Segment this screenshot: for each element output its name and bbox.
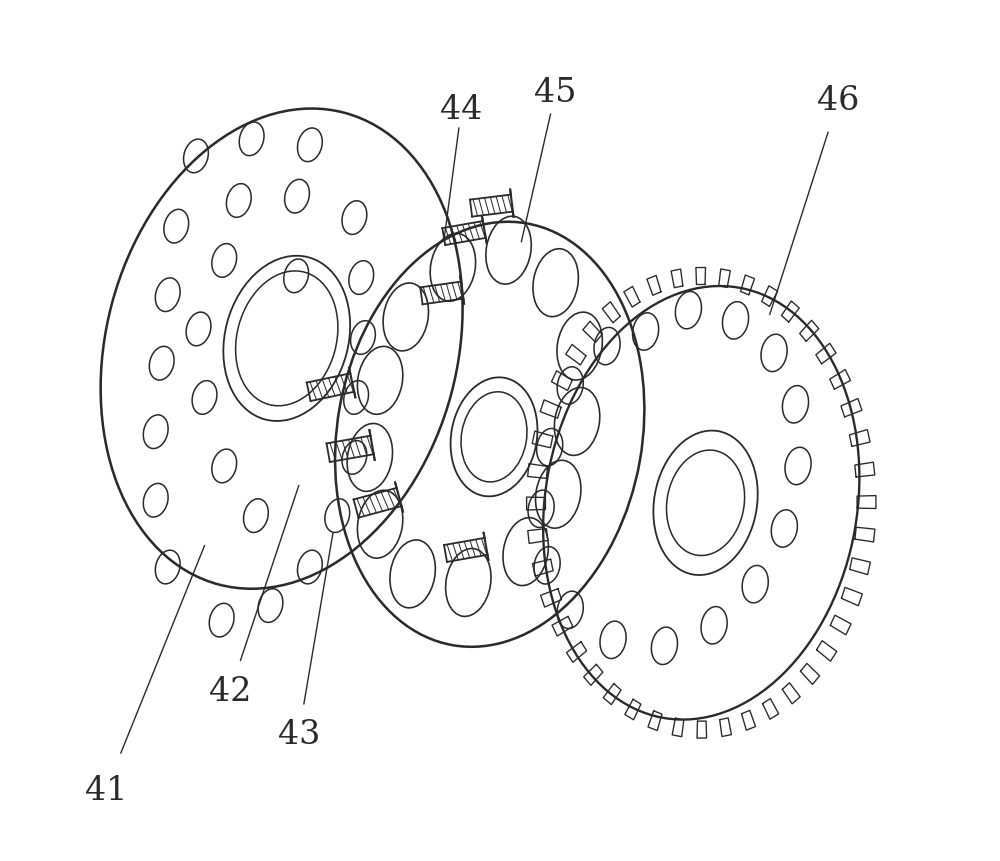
Text: 43: 43 (278, 718, 320, 750)
Text: 46: 46 (817, 85, 859, 117)
Text: 44: 44 (440, 94, 483, 126)
Text: 42: 42 (209, 675, 251, 708)
Text: 45: 45 (534, 77, 577, 108)
Text: 41: 41 (85, 774, 127, 806)
